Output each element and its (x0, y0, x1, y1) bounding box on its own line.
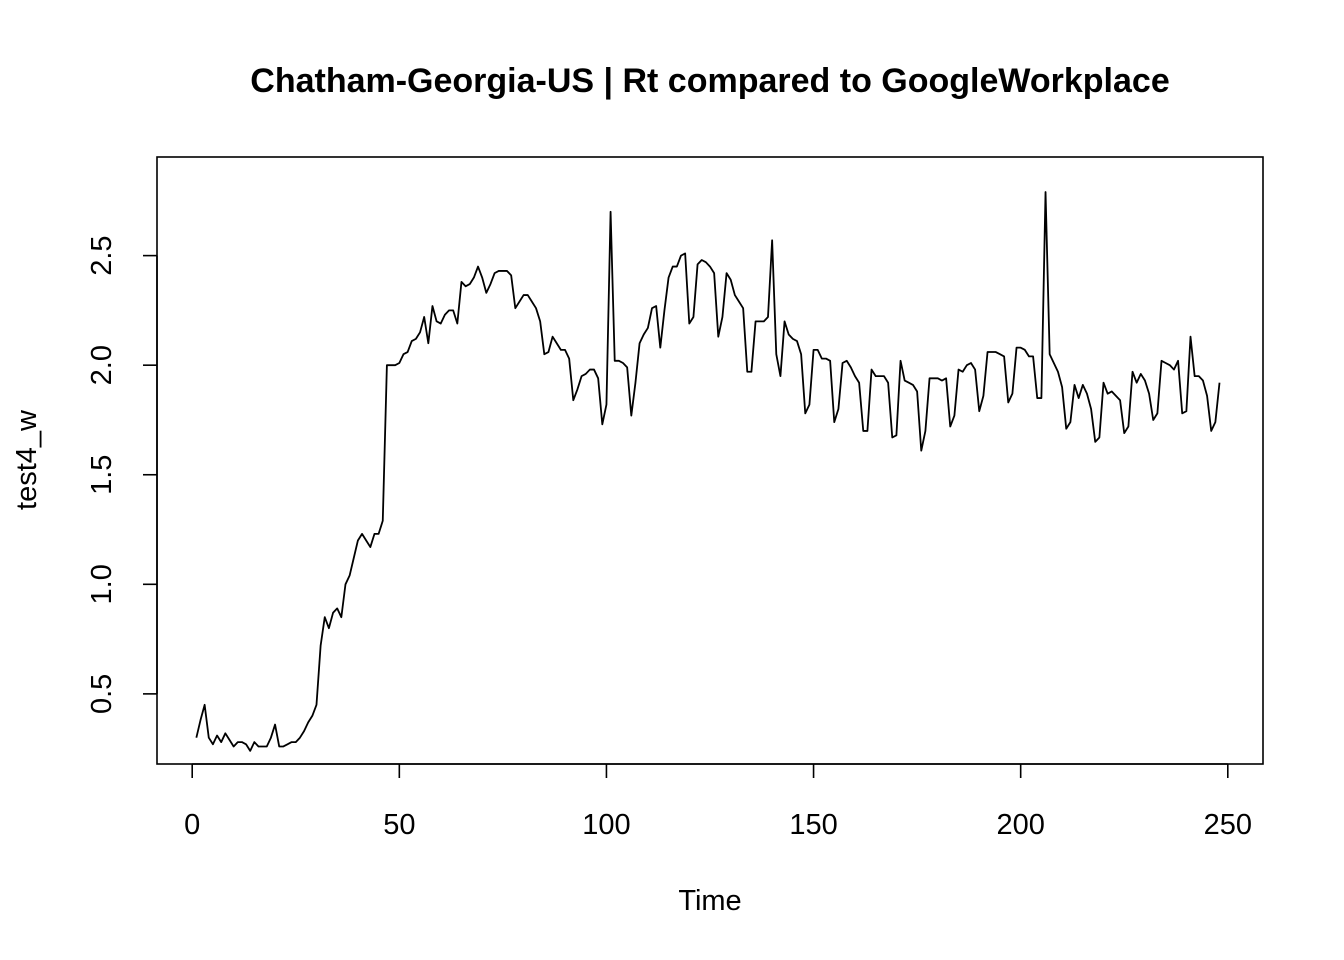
y-tick-label: 0.5 (86, 674, 118, 714)
x-tick-label: 150 (789, 809, 837, 841)
y-tick-label: 1.5 (86, 455, 118, 495)
x-tick-label: 200 (996, 809, 1044, 841)
x-tick-label: 50 (383, 809, 415, 841)
chart-title: Chatham-Georgia-US | Rt compared to Goog… (250, 62, 1169, 100)
x-tick-label: 0 (184, 809, 200, 841)
x-tick-label: 100 (582, 809, 630, 841)
series-line (195, 191, 1221, 752)
y-tick-label: 2.5 (86, 235, 118, 275)
y-tick-label: 1.0 (86, 564, 118, 604)
x-axis-label: Time (678, 885, 741, 917)
y-axis: 0.5 1.0 1.5 2.0 2.5 (86, 235, 158, 714)
x-axis: 0 50 100 150 200 250 (184, 763, 1252, 841)
x-tick-label: 250 (1204, 809, 1252, 841)
y-tick-label: 2.0 (86, 345, 118, 385)
plot-frame (156, 156, 1264, 765)
y-axis-label: test4_w (11, 409, 43, 510)
